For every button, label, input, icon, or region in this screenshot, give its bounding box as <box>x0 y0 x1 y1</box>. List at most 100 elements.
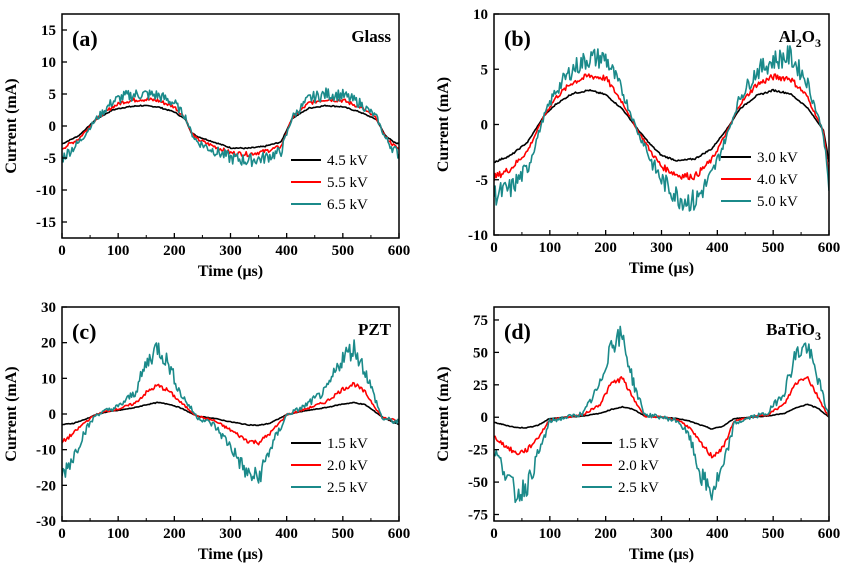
legend-entry: 5.5 kV <box>327 175 368 191</box>
panel-label: (b) <box>504 26 531 51</box>
x-tick-label: 400 <box>706 526 729 542</box>
x-tick-label: 200 <box>594 240 617 256</box>
legend-entry: 3.0 kV <box>757 150 798 166</box>
x-tick-label: 600 <box>818 526 841 542</box>
y-tick-label: -5 <box>476 173 489 189</box>
x-axis-label: Time (μs) <box>629 546 694 563</box>
series-line-3_0-kV <box>494 88 829 164</box>
series-group <box>62 339 399 484</box>
y-tick-label: -75 <box>468 508 488 524</box>
legend: 1.5 kV 2.0 kV 2.5 kV <box>291 436 368 496</box>
x-tick-label: 600 <box>388 526 411 542</box>
y-axis-label: Current (mA) <box>435 366 452 461</box>
y-tick-label: 10 <box>41 55 56 71</box>
x-tick-label: 300 <box>219 526 242 542</box>
y-tick-label: 5 <box>481 62 489 78</box>
x-tick-label: 100 <box>539 526 562 542</box>
x-tick-label: 300 <box>650 240 673 256</box>
y-tick-label: 5 <box>49 87 57 103</box>
material-label: Al2O3 <box>779 27 821 50</box>
x-tick-label: 400 <box>275 243 298 259</box>
y-axis-label: Current (mA) <box>3 366 20 461</box>
legend-entry: 2.5 kV <box>618 480 659 496</box>
y-tick-label: 0 <box>481 410 489 426</box>
series-line-2_5-kV <box>62 339 399 484</box>
x-tick-label: 0 <box>490 526 498 542</box>
panel-label: (d) <box>504 319 531 344</box>
y-tick-label: -20 <box>36 478 56 494</box>
y-tick-label: -10 <box>468 228 488 244</box>
y-tick-label: 10 <box>41 371 56 387</box>
legend: 1.5 kV 2.0 kV 2.5 kV <box>582 436 659 496</box>
series-group <box>62 87 399 168</box>
x-tick-label: 600 <box>388 243 411 259</box>
y-axis-label: Current (mA) <box>435 77 452 172</box>
material-label: BaTiO3 <box>766 320 821 343</box>
series-line-4_5-kV <box>62 104 399 150</box>
x-tick-label: 200 <box>163 243 186 259</box>
y-tick-label: 25 <box>473 378 488 394</box>
legend-entry: 6.5 kV <box>327 197 368 213</box>
legend-entry: 2.5 kV <box>327 480 368 496</box>
y-tick-label: 50 <box>473 345 488 361</box>
y-tick-label: -10 <box>36 183 56 199</box>
legend-entry: 1.5 kV <box>618 436 659 452</box>
series-line-1_5-kV <box>62 401 399 427</box>
series-line-2_0-kV <box>62 381 399 446</box>
legend-entry: 2.0 kV <box>327 458 368 474</box>
x-axis-label: Time (μs) <box>629 260 694 277</box>
x-tick-label: 0 <box>58 243 66 259</box>
panel-label: (c) <box>72 319 96 344</box>
x-tick-label: 400 <box>706 240 729 256</box>
material-label: Glass <box>351 27 391 46</box>
x-tick-label: 500 <box>762 526 785 542</box>
y-tick-label: 75 <box>473 313 488 329</box>
panel-label: (a) <box>72 26 98 51</box>
x-axis-label: Time (μs) <box>198 263 263 280</box>
legend-entry: 4.0 kV <box>757 172 798 188</box>
legend-entry: 4.5 kV <box>327 153 368 169</box>
panel-d: 0 100 200 300 400 500 600 -75 -50 -25 0 25 50 75 Time … <box>435 306 841 563</box>
series-line-2_5-kV <box>494 325 829 504</box>
material-label: PZT <box>358 320 392 339</box>
x-tick-label: 600 <box>818 240 841 256</box>
legend-entry: 1.5 kV <box>327 436 368 452</box>
series-line-6_5-kV <box>62 87 399 168</box>
series-line-5_5-kV <box>62 97 399 158</box>
series-group <box>494 45 829 212</box>
x-tick-label: 100 <box>539 240 562 256</box>
x-tick-label: 500 <box>332 243 355 259</box>
y-tick-label: 30 <box>41 300 56 316</box>
x-tick-label: 200 <box>594 526 617 542</box>
x-tick-label: 0 <box>58 526 66 542</box>
y-tick-label: -5 <box>44 151 57 167</box>
series-group <box>494 325 829 504</box>
x-axis-label: Time (μs) <box>198 546 263 563</box>
x-tick-label: 200 <box>163 526 186 542</box>
panel-a: 0 100 200 300 400 500 600 -15 -10 -5 0 5 10 15 Time (μ… <box>3 13 411 280</box>
x-tick-label: 0 <box>490 240 498 256</box>
x-tick-label: 500 <box>762 240 785 256</box>
x-tick-label: 100 <box>107 243 130 259</box>
y-tick-label: -15 <box>36 215 56 231</box>
y-tick-label: -50 <box>468 475 488 491</box>
y-tick-label: -10 <box>36 443 56 459</box>
series-line-5_0-kV <box>494 45 829 212</box>
x-tick-label: 100 <box>107 526 130 542</box>
panel-c: 0 100 200 300 400 500 600 -30 -20 -10 0 10 20 30 Time … <box>3 300 410 563</box>
y-axis-label: Current (mA) <box>3 78 20 173</box>
y-tick-label: -25 <box>468 443 488 459</box>
x-tick-label: 400 <box>275 526 298 542</box>
series-line-4_0-kV <box>494 73 829 182</box>
y-tick-label: 15 <box>41 23 56 39</box>
x-tick-label: 500 <box>332 526 355 542</box>
y-tick-label: -30 <box>36 514 56 530</box>
y-tick-label: 10 <box>473 7 488 23</box>
x-tick-label: 300 <box>650 526 673 542</box>
y-tick-label: 20 <box>41 336 56 352</box>
y-tick-label: 0 <box>481 118 489 134</box>
legend-entry: 5.0 kV <box>757 194 798 210</box>
y-tick-label: 0 <box>49 407 57 423</box>
x-tick-label: 300 <box>219 243 242 259</box>
